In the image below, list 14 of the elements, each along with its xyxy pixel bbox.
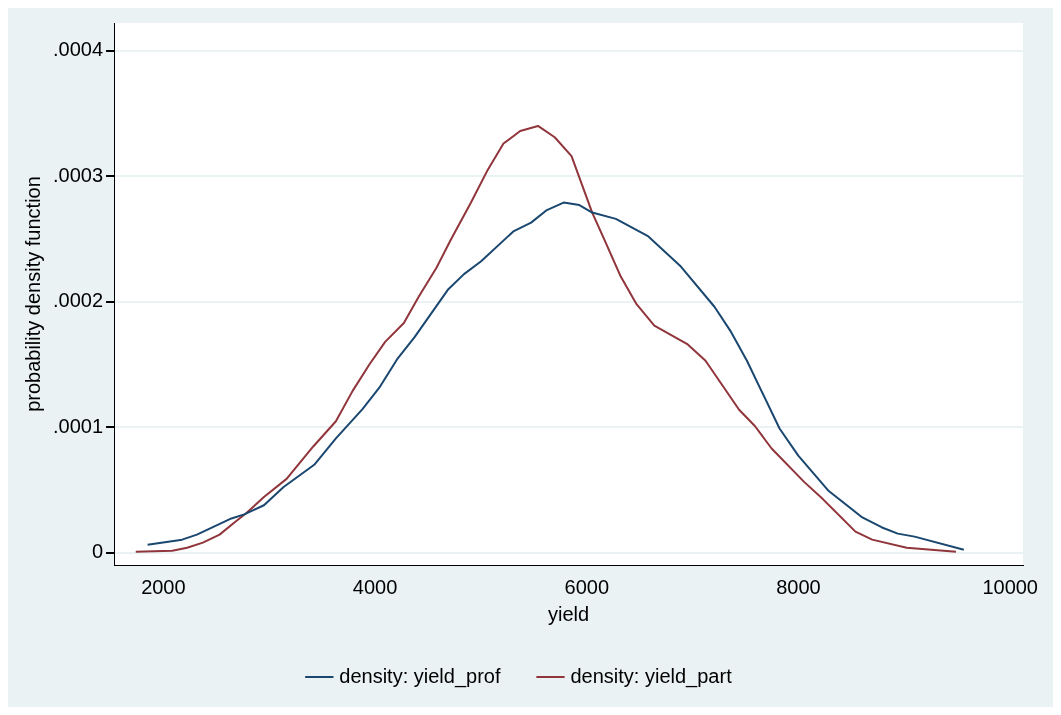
y-axis-title: probability density function (21, 176, 44, 412)
legend-label: density: yield_prof (339, 664, 501, 688)
x-tick-label: 2000 (141, 575, 186, 598)
x-axis-title: yield (547, 602, 590, 625)
legend-label: density: yield_part (570, 664, 733, 688)
y-tick-label: 0 (91, 540, 104, 563)
y-tick-label: .0003 (52, 163, 104, 186)
x-tick-label: 4000 (352, 575, 398, 598)
x-tick-label: 8000 (776, 575, 821, 598)
x-tick-label: 6000 (564, 575, 610, 598)
y-tick-label: .0002 (52, 289, 104, 312)
x-tick-label: 10000 (982, 575, 1038, 598)
y-tick-label: .0004 (52, 38, 104, 61)
y-tick-label: .0001 (52, 414, 104, 437)
